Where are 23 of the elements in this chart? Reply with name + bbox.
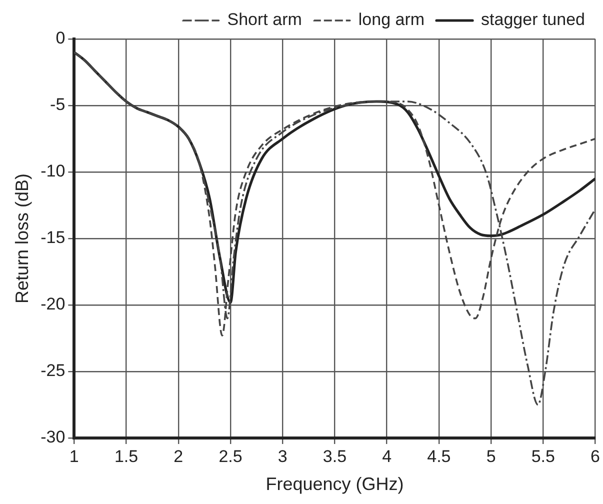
x-tick-label: 4 (382, 446, 392, 466)
x-tick-label: 5.5 (531, 446, 555, 466)
y-tick-label: 0 (56, 28, 66, 48)
y-tick-label: -5 (50, 95, 66, 114)
legend-label: long arm (358, 10, 425, 30)
x-tick-label: 1.5 (114, 446, 138, 466)
y-tick-label: -30 (40, 428, 66, 447)
y-tick-label: -15 (40, 228, 66, 248)
x-axis-title: Frequency (GHz) (266, 474, 404, 494)
y-tick-label: -10 (40, 162, 66, 181)
x-tick-label: 5 (486, 446, 496, 466)
legend-label: Short arm (227, 10, 302, 30)
x-tick-label: 2.5 (218, 446, 242, 466)
x-tick-label: 1 (69, 446, 79, 466)
x-tick-label: 3.5 (322, 446, 347, 466)
x-tick-label: 4.5 (427, 446, 451, 466)
x-tick-label: 6 (590, 446, 600, 466)
x-tick-label: 2 (174, 446, 184, 466)
y-tick-label: -20 (40, 294, 66, 314)
y-tick-label: -25 (40, 361, 66, 380)
y-axis-title: Return loss (dB) (12, 173, 32, 304)
x-tick-label: 3 (278, 446, 288, 466)
legend-label: stagger tuned (481, 10, 585, 30)
